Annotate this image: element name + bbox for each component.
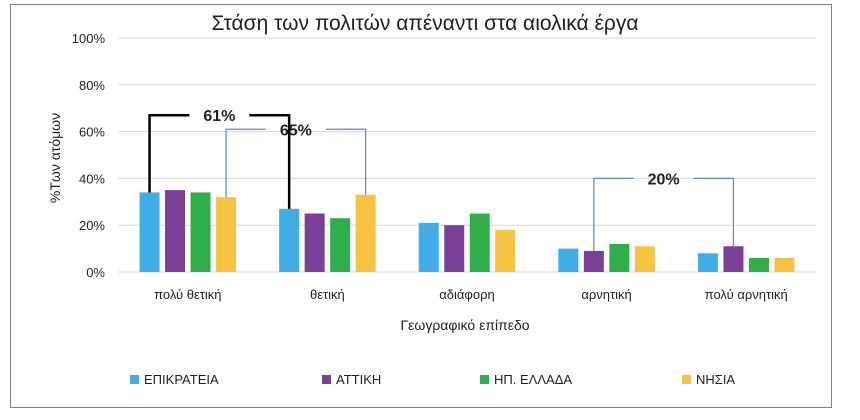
legend-swatch — [322, 375, 331, 384]
x-tick-label: πολύ αρνητική — [705, 287, 788, 302]
bar — [330, 218, 351, 272]
x-tick-labels: πολύ θετική θετική αδιάφορη αρνητική πολύ αρ… — [154, 287, 788, 302]
bar — [558, 248, 579, 272]
y-tick-label: 60% — [79, 125, 105, 140]
bar — [355, 194, 376, 272]
bar — [190, 192, 211, 272]
legend-swatch — [130, 375, 139, 384]
bars — [139, 190, 795, 272]
y-tick-label: 20% — [79, 218, 105, 233]
y-tick-label: 0% — [86, 265, 105, 280]
annotation-label: 61% — [203, 108, 235, 125]
bar — [216, 197, 237, 272]
legend-label: ΕΠΙΚΡΑΤΕΙΑ — [144, 372, 219, 387]
bar — [139, 192, 160, 272]
annotation-label: 20% — [648, 171, 680, 188]
bar — [469, 213, 490, 272]
legend-swatch — [682, 375, 691, 384]
x-tick-label: πολύ θετική — [154, 287, 221, 302]
bar — [774, 257, 795, 272]
legend-label: ΑΤΤΙΚΗ — [336, 372, 381, 387]
annotation-bracket — [325, 128, 367, 195]
annotation-bracket — [225, 128, 266, 198]
bar — [304, 213, 325, 272]
bar — [279, 208, 300, 272]
x-tick-label: θετική — [310, 287, 345, 302]
bar — [418, 222, 439, 272]
y-tick-label: 100% — [72, 31, 106, 46]
y-tick-labels: 0% 20% 40% 60% 80% 100% — [72, 31, 106, 280]
x-tick-label: αδιάφορη — [439, 287, 494, 302]
bar — [748, 257, 769, 272]
annotation-bracket — [693, 177, 735, 247]
bar — [444, 225, 465, 272]
x-axis-label: Γεωγραφικό επίπεδο — [400, 317, 529, 333]
bar — [495, 229, 516, 272]
y-tick-label: 80% — [79, 78, 105, 93]
bar — [697, 253, 718, 272]
legend-label: ΝΗΣΙΑ — [696, 372, 735, 387]
annotation-bracket — [249, 113, 291, 209]
bar — [634, 246, 655, 272]
y-tick-label: 40% — [79, 171, 105, 186]
legend: ΕΠΙΚΡΑΤΕΙΑ ΑΤΤΙΚΗ ΗΠ. ΕΛΛΑΔΑ ΝΗΣΙΑ — [130, 372, 735, 387]
bar — [609, 243, 630, 272]
annotation-label: 65% — [280, 122, 312, 139]
x-tick-label: αρνητική — [581, 287, 631, 302]
bar — [165, 190, 186, 272]
chart-title: Στάση των πολιτών απέναντι στα αιολικά έ… — [212, 12, 639, 35]
y-axis-label: %Των ατόμων — [47, 113, 63, 203]
bar — [583, 250, 604, 272]
annotation-bracket — [148, 113, 190, 193]
bar — [723, 246, 744, 272]
annotation-bracket — [593, 177, 634, 251]
legend-label: ΗΠ. ΕΛΛΑΔΑ — [494, 372, 572, 387]
legend-swatch — [480, 375, 489, 384]
annotations: 61% 65% 20% — [148, 108, 735, 251]
